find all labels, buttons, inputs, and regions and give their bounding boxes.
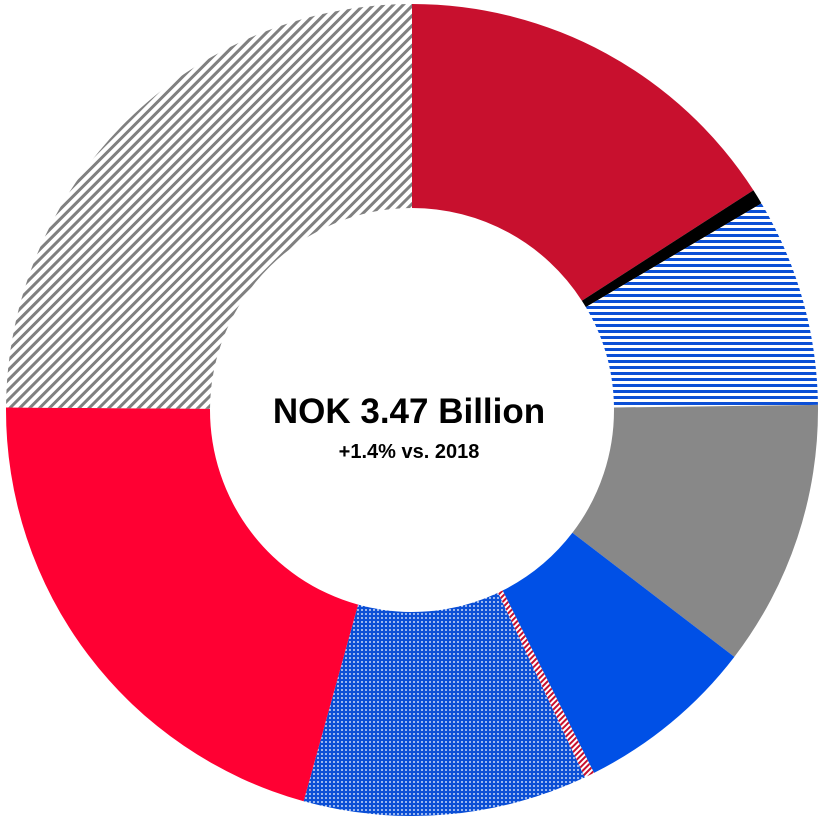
donut-slice-8 <box>5 407 359 802</box>
donut-slices <box>5 4 818 816</box>
donut-slice-7 <box>303 592 585 816</box>
donut-slice-2 <box>581 190 762 308</box>
center-subtitle: +1.4% vs. 2018 <box>339 441 480 463</box>
donut-slice-3 <box>585 203 818 408</box>
donut-slice-9 <box>6 4 412 409</box>
donut-slice-4 <box>572 404 818 657</box>
donut-slice-6 <box>498 590 595 778</box>
donut-slice-1 <box>412 4 754 301</box>
center-title: NOK 3.47 Billion <box>273 392 545 431</box>
donut-slice-5 <box>502 532 735 773</box>
